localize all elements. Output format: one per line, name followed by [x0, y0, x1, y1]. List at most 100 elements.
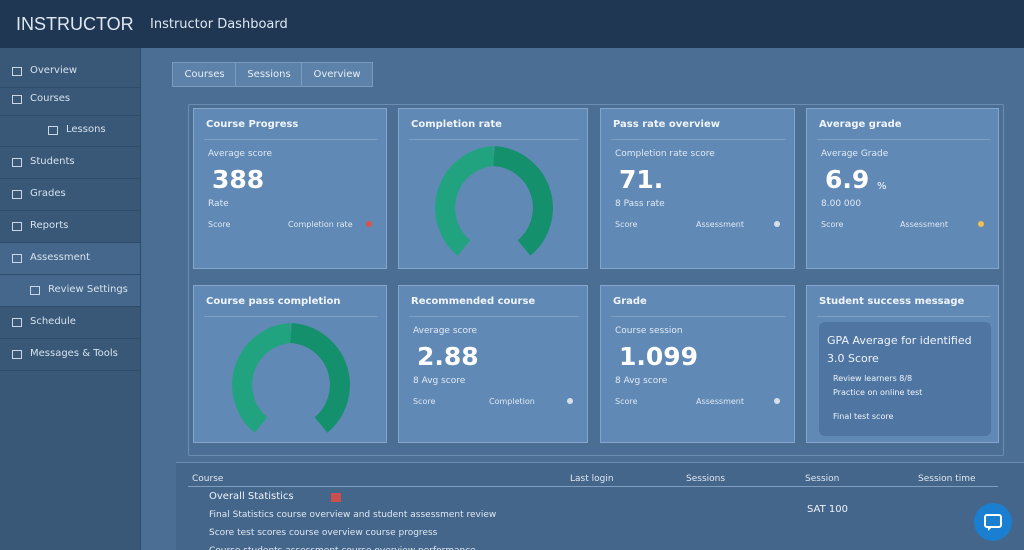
card-foot-left: Score	[615, 397, 638, 406]
sidebar-label: Review Settings	[48, 284, 128, 295]
card-divider	[611, 316, 786, 317]
sidebar-item[interactable]: Courses	[0, 84, 140, 116]
note-line: Review learners 8/8	[833, 374, 913, 383]
tab[interactable]: Sessions	[235, 62, 303, 87]
card-label: Average score	[208, 149, 273, 159]
sidebar-icon	[12, 95, 22, 104]
brand: INSTRUCTOR	[16, 14, 134, 34]
card-sub: 8 Avg score	[615, 376, 668, 386]
card: Completion rate	[398, 108, 588, 269]
sidebar-item[interactable]: Overview	[0, 56, 140, 88]
card-divider	[409, 139, 579, 140]
card-foot-left: Score	[208, 220, 231, 229]
card-divider	[204, 139, 378, 140]
card-title: Pass rate overview	[613, 119, 720, 130]
sidebar-item[interactable]: Assessment	[0, 243, 140, 275]
card: Pass rate overview Completion rate score 7…	[600, 108, 795, 269]
table-header: Sessions	[686, 474, 726, 484]
tab[interactable]: Overview	[301, 62, 373, 87]
card-value: 71.	[619, 165, 664, 194]
sidebar-label: Courses	[30, 93, 71, 104]
sidebar-icon	[12, 222, 22, 231]
card-icon	[567, 398, 573, 404]
table-header: Session	[805, 474, 840, 484]
table-row: Course students assessment course overvi…	[209, 546, 476, 550]
card-label: Average score	[413, 326, 478, 336]
card: Grade Course session 1.099 8 Avg score Score…	[600, 285, 795, 443]
card-foot-right: Assessment	[696, 220, 744, 229]
sidebar-icon	[12, 350, 22, 359]
sidebar-item[interactable]: Students	[0, 147, 140, 179]
table-divider	[188, 486, 998, 487]
table-header: Course	[192, 474, 224, 484]
card: Average grade Average Grade 6.9% 8.00 000 Sc…	[806, 108, 999, 269]
sidebar-item[interactable]: Schedule	[0, 307, 140, 339]
sidebar-icon	[12, 254, 22, 263]
card-title: Course pass completion	[206, 296, 341, 307]
sidebar-item[interactable]: Lessons	[0, 115, 140, 147]
note-line: 3.0 Score	[827, 352, 879, 365]
card-value: 2.88	[417, 342, 479, 371]
card-icon	[774, 221, 780, 227]
card-unit: %	[877, 181, 887, 192]
card-title: Course Progress	[206, 119, 299, 130]
card-divider	[817, 316, 990, 317]
tab-label: Overview	[313, 69, 361, 80]
card-icon	[978, 221, 984, 227]
sidebar-label: Assessment	[30, 252, 90, 263]
sidebar-icon	[12, 190, 22, 199]
card-sub: 8 Avg score	[413, 376, 466, 386]
gauge-arc	[492, 146, 553, 256]
card-sub: 8 Pass rate	[615, 199, 665, 209]
card-label: Course session	[615, 326, 683, 336]
note-box: GPA Average for identified 3.0 Score Revie…	[819, 322, 991, 436]
card-title: Average grade	[819, 119, 902, 130]
card-foot-left: Score	[413, 397, 436, 406]
table-row: Score test scores course overview course…	[209, 528, 438, 538]
card: Student success message GPA Average for i…	[806, 285, 999, 443]
sidebar-label: Students	[30, 156, 75, 167]
card-value: 1.099	[619, 342, 699, 371]
card-divider	[817, 139, 990, 140]
card-sub: 8.00 000	[821, 199, 862, 209]
gauge	[435, 146, 553, 256]
sidebar-item[interactable]: Grades	[0, 179, 140, 211]
sidebar-label: Reports	[30, 220, 69, 231]
tab-label: Courses	[184, 69, 225, 80]
card-foot-right: Completion	[489, 397, 535, 406]
chat-button[interactable]	[974, 503, 1012, 541]
card: Course Progress Average score 388 Rate Score…	[193, 108, 387, 269]
status-icon	[331, 493, 341, 502]
sidebar-item[interactable]: Review Settings	[0, 275, 140, 307]
sidebar-item[interactable]: Messages & Tools	[0, 339, 140, 371]
card-sub: Rate	[208, 199, 229, 209]
table-title: Overall Statistics	[209, 491, 294, 502]
card-icon	[774, 398, 780, 404]
table-row: Final Statistics course overview and stu…	[209, 510, 497, 520]
sidebar-icon	[48, 126, 58, 135]
card-divider	[409, 316, 579, 317]
card-title: Grade	[613, 296, 647, 307]
card: Recommended course Average score 2.88 8 Avg…	[398, 285, 588, 443]
sidebar-icon	[30, 286, 40, 295]
card-foot-left: Score	[615, 220, 638, 229]
table-header: Last login	[570, 474, 614, 484]
gauge-arc	[232, 323, 293, 433]
content-frame	[188, 104, 1004, 456]
sidebar-label: Lessons	[66, 124, 106, 135]
card-title: Recommended course	[411, 296, 536, 307]
table-total: SAT 100	[807, 504, 848, 515]
table-panel	[176, 462, 1024, 550]
tab[interactable]: Courses	[172, 62, 237, 87]
card-divider	[611, 139, 786, 140]
sidebar-icon	[12, 67, 22, 76]
card-title: Student success message	[819, 296, 965, 307]
sidebar-item[interactable]: Reports	[0, 211, 140, 243]
gauge-arc	[289, 323, 350, 433]
gauge-arc	[435, 146, 496, 256]
note-line: Final test score	[833, 412, 894, 421]
card-value: 6.9	[825, 165, 870, 194]
card-foot-right: Assessment	[696, 397, 744, 406]
page-title: Instructor Dashboard	[150, 17, 288, 32]
